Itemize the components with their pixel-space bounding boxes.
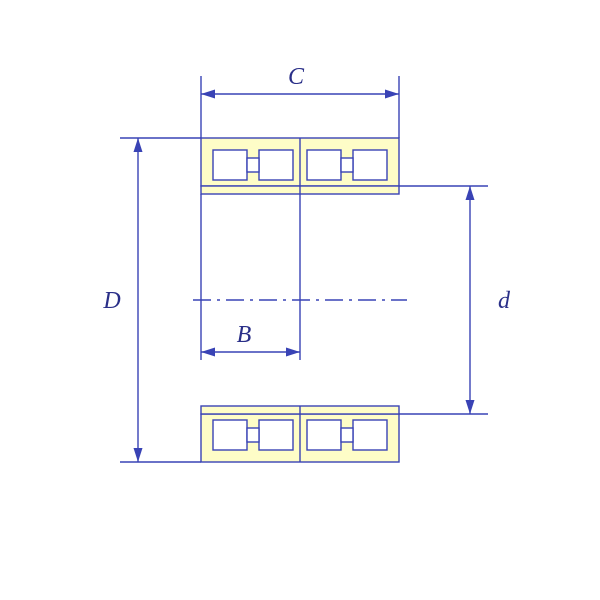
label-B: B (237, 322, 252, 348)
label-d: d (498, 288, 511, 314)
label-C: C (288, 64, 305, 90)
label-D: D (102, 288, 120, 314)
bearing-diagram: Dd C B (0, 0, 600, 600)
